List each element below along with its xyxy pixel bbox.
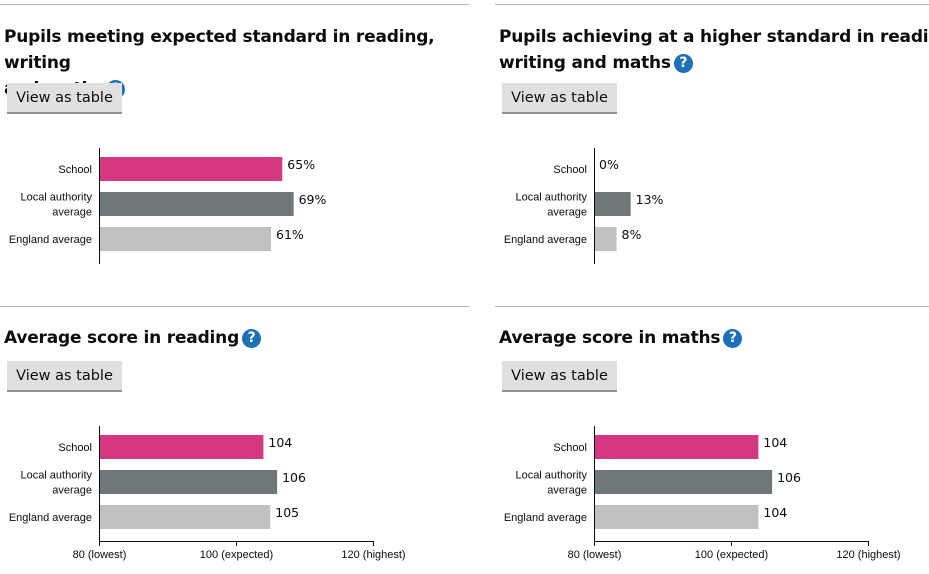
value-label: 106 — [282, 470, 306, 485]
bar-chart: 104 School 106 Local authority average 105 Eng… — [9, 426, 406, 561]
value-label: 61% — [276, 227, 304, 242]
panel-average-reading: Average score in reading? View as table … — [0, 306, 469, 574]
category-label: England average — [504, 512, 587, 524]
x-tick-label: 100 (expected) — [695, 549, 768, 561]
divider — [495, 4, 929, 5]
panel-heading: Average score in maths? — [499, 325, 743, 351]
bar-chart: 0% School 13% Local authority average 8% Engla… — [504, 148, 664, 264]
heading-line-1: Pupils achieving at a higher standard in… — [499, 27, 929, 47]
x-tick-label: 120 (highest) — [836, 549, 900, 561]
value-label: 0% — [599, 157, 619, 172]
value-label: 104 — [268, 435, 292, 450]
category-label: Local authority — [515, 470, 587, 482]
category-label: average — [547, 207, 587, 219]
divider — [0, 4, 469, 5]
bar — [594, 470, 773, 494]
panel-heading: Pupils achieving at a higher standard in… — [499, 24, 929, 76]
x-tick-label: 120 (highest) — [341, 549, 405, 561]
x-tick-label: 80 (lowest) — [73, 549, 127, 561]
value-label: 106 — [777, 470, 801, 485]
heading-line-1: Average score in reading — [4, 328, 240, 348]
category-label: average — [52, 485, 92, 497]
bar — [594, 192, 631, 216]
category-label: average — [547, 485, 587, 497]
value-label: 13% — [636, 192, 664, 207]
view-as-table-button[interactable]: View as table — [7, 83, 122, 114]
category-label: England average — [504, 234, 587, 246]
heading-line-1: Pupils meeting expected standard in read… — [4, 27, 435, 73]
category-label: Local authority — [20, 192, 92, 204]
value-label: 69% — [299, 192, 327, 207]
question-circle-icon[interactable]: ? — [723, 329, 743, 348]
value-label: 104 — [763, 435, 787, 450]
x-tick-label: 80 (lowest) — [568, 549, 622, 561]
category-label: Local authority — [515, 192, 587, 204]
bar — [594, 505, 759, 529]
bar — [99, 192, 294, 216]
heading-line-2: writing and maths — [499, 53, 671, 73]
bar-chart: 65% School 69% Local authority average 61% Eng… — [9, 148, 327, 264]
bar — [99, 470, 278, 494]
question-circle-icon[interactable]: ? — [673, 54, 693, 73]
value-label: 105 — [275, 505, 299, 520]
category-label: England average — [9, 512, 92, 524]
category-label: average — [52, 207, 92, 219]
value-label: 104 — [763, 505, 787, 520]
x-tick-label: 100 (expected) — [200, 549, 273, 561]
view-as-table-button[interactable]: View as table — [502, 83, 617, 114]
panel-expected-standard: Pupils meeting expected standard in read… — [0, 4, 469, 304]
divider — [495, 306, 929, 307]
category-label: School — [58, 164, 92, 176]
category-label: School — [553, 442, 587, 454]
bar — [99, 505, 271, 529]
category-label: School — [58, 442, 92, 454]
bar — [594, 435, 759, 459]
category-label: England average — [9, 234, 92, 246]
bar — [594, 227, 617, 251]
bar — [99, 227, 272, 251]
category-label: Local authority — [20, 470, 92, 482]
category-label: School — [553, 164, 587, 176]
bar — [99, 157, 283, 181]
bar-chart: 104 School 106 Local authority average 104 Eng… — [504, 426, 901, 561]
panel-average-maths: Average score in maths? View as table 10… — [495, 306, 929, 574]
question-circle-icon[interactable]: ? — [242, 329, 262, 348]
panel-heading: Average score in reading? — [4, 325, 262, 351]
view-as-table-button[interactable]: View as table — [502, 361, 617, 392]
value-label: 8% — [622, 227, 642, 242]
view-as-table-button[interactable]: View as table — [7, 361, 122, 392]
bar — [99, 435, 264, 459]
panel-higher-standard: Pupils achieving at a higher standard in… — [495, 4, 929, 304]
divider — [0, 306, 469, 307]
heading-line-1: Average score in maths — [499, 328, 721, 348]
value-label: 65% — [287, 157, 315, 172]
